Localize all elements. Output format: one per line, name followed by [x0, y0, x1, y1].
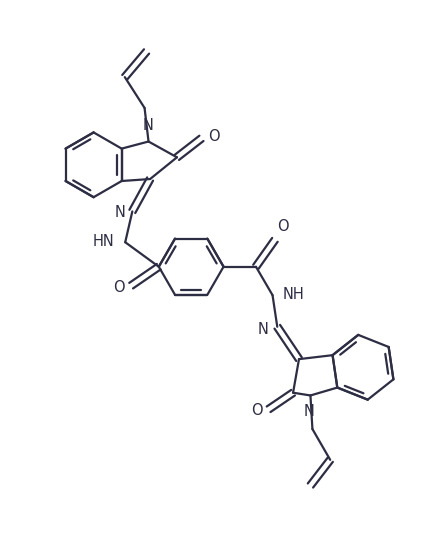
- Text: N: N: [258, 322, 268, 337]
- Text: O: O: [113, 280, 125, 295]
- Text: N: N: [114, 205, 125, 220]
- Text: O: O: [208, 129, 220, 144]
- Text: O: O: [251, 403, 262, 418]
- Text: NH: NH: [283, 287, 304, 302]
- Text: O: O: [277, 219, 289, 234]
- Text: N: N: [143, 118, 154, 133]
- Text: N: N: [304, 404, 314, 419]
- Text: HN: HN: [92, 234, 114, 249]
